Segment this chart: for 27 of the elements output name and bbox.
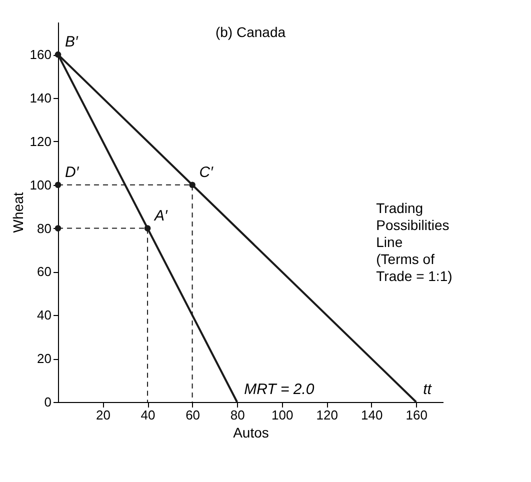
x-tick-label: 20 bbox=[96, 408, 110, 422]
y-tick-label: 40 bbox=[37, 308, 52, 323]
y-tick-label: 160 bbox=[30, 47, 52, 62]
annotation: B′ bbox=[65, 34, 80, 51]
y-tick-label: 140 bbox=[30, 90, 52, 106]
x-tick-label: 80 bbox=[230, 408, 245, 422]
x-tick-label: 120 bbox=[316, 408, 338, 422]
x-tick-label: 160 bbox=[406, 408, 428, 422]
y-tick-label: 120 bbox=[30, 134, 52, 149]
y-tick-label: 100 bbox=[30, 177, 52, 192]
annotation: A′ bbox=[154, 207, 169, 224]
y-tick-label: 60 bbox=[37, 264, 52, 280]
y-tick-label: 20 bbox=[37, 351, 52, 366]
y-tick-label: 80 bbox=[37, 220, 52, 236]
annotation: D′ bbox=[65, 164, 80, 181]
chart-title: (b) Canada bbox=[215, 24, 286, 40]
annotation: MRT = 2.0 bbox=[244, 381, 315, 398]
x-axis-title: Autos bbox=[233, 424, 269, 440]
y-axis-title: Wheat bbox=[10, 192, 26, 233]
x-tick-label: 40 bbox=[140, 408, 156, 422]
annotation: C′ bbox=[199, 164, 214, 181]
annotation: tt bbox=[423, 381, 432, 398]
x-tick-label: 140 bbox=[361, 408, 383, 422]
x-tick-label: 100 bbox=[271, 408, 294, 422]
y-tick-label: 0 bbox=[44, 394, 52, 410]
x-tick-label: 60 bbox=[186, 408, 200, 422]
text: Trading Possibilities Line (Terms of Trade = 1:1) bbox=[376, 200, 452, 284]
